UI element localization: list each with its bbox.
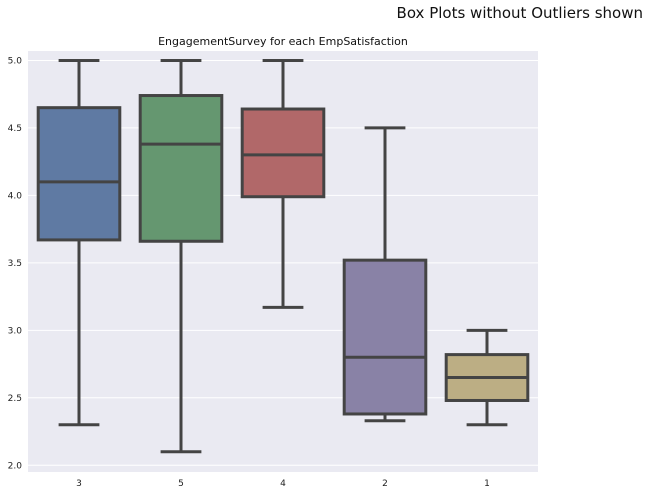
box-3: [36, 58, 122, 427]
iqr-box: [342, 258, 428, 416]
box-5: [138, 58, 224, 454]
y-axis-ticks: 2.0 2.5 3.0 3.5 4.0 4.5 5.0: [8, 56, 23, 471]
x-axis-ticks: 3 5 4 2 1: [76, 479, 490, 489]
y-tick-label: 5.0: [8, 56, 23, 66]
iqr-box: [240, 107, 326, 199]
x-tick-label: 3: [76, 479, 82, 489]
y-tick-label: 2.5: [8, 394, 22, 404]
y-tick-label: 4.5: [8, 124, 22, 134]
x-tick-label: 1: [484, 479, 490, 489]
axes-title: EngagementSurvey for each EmpSatisfactio…: [158, 35, 408, 48]
y-tick-label: 4.0: [8, 191, 23, 201]
y-tick-label: 2.0: [8, 461, 23, 471]
x-tick-label: 2: [382, 479, 388, 489]
box-2: [342, 126, 428, 423]
box-series: [36, 58, 530, 454]
iqr-box: [138, 94, 224, 243]
y-tick-label: 3.0: [8, 326, 23, 336]
box-4: [240, 58, 326, 309]
box-1: [444, 328, 530, 427]
x-tick-label: 5: [178, 479, 184, 489]
iqr-box: [36, 106, 122, 242]
x-tick-label: 4: [280, 479, 286, 489]
y-tick-label: 3.5: [8, 259, 22, 269]
figure-suptitle: Box Plots without Outliers shown: [396, 4, 643, 22]
